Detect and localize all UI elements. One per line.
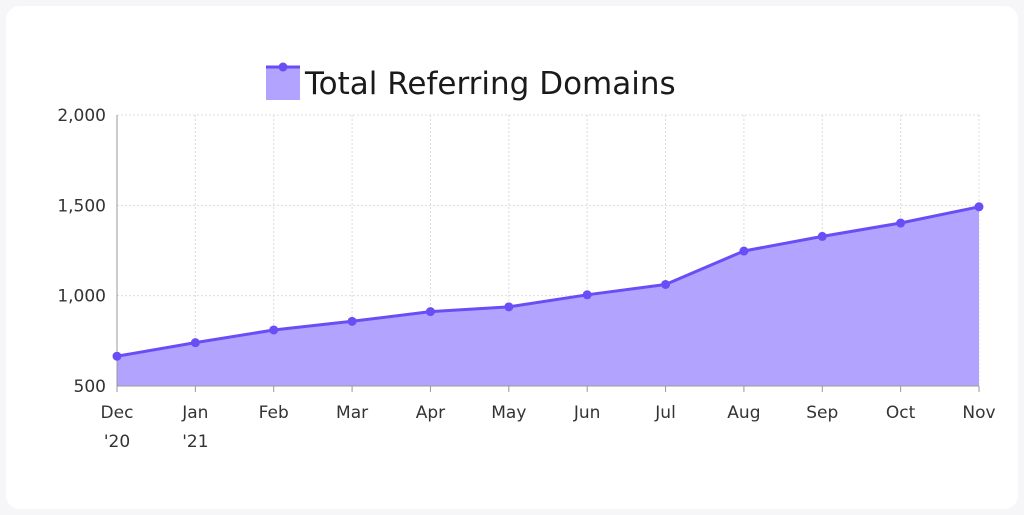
x-tick-label: Aug	[727, 403, 760, 423]
x-tick-label-line: Nov	[962, 403, 995, 423]
x-tick-label: Dec '20	[101, 403, 134, 452]
ticks: 500 1,000 1,500 2,000 Dec '20 Jan '21 Feb Mar Apr M…	[57, 106, 995, 452]
data-point	[661, 279, 671, 289]
x-tick-label: Mar	[336, 403, 368, 423]
area-layer	[116, 205, 980, 386]
x-tick-label-line: Jan	[181, 403, 208, 423]
x-tick-label: Feb	[259, 403, 289, 423]
x-tick-label: Sep	[806, 403, 838, 423]
x-tick-label: May	[491, 403, 526, 423]
data-point	[974, 202, 984, 212]
x-tick-label-line: Apr	[416, 403, 445, 423]
legend-label[interactable]: Total Referring Domains	[304, 66, 676, 102]
x-tick-label: Apr	[416, 403, 445, 423]
data-point	[817, 231, 827, 241]
y-tick-label: 500	[74, 377, 106, 397]
y-tick-label: 1,500	[57, 196, 106, 216]
series-line	[116, 205, 980, 358]
data-point	[896, 218, 906, 228]
x-tick-label-line: '21	[182, 432, 208, 452]
x-tick-label-line: Dec	[101, 403, 134, 423]
x-tick-label-line: May	[491, 403, 526, 423]
data-point	[190, 338, 200, 348]
legend[interactable]: Total Referring Domains	[266, 62, 676, 103]
legend-swatch[interactable]	[266, 66, 300, 100]
x-tick-label-line: '20	[104, 432, 130, 452]
x-tick-label: Oct	[886, 403, 916, 423]
x-tick-label-line: Sep	[806, 403, 838, 423]
points	[112, 202, 984, 361]
series-area	[117, 206, 979, 386]
y-tick-label: 1,000	[57, 287, 106, 307]
legend-swatch-marker	[278, 62, 288, 72]
data-point	[347, 316, 357, 326]
x-tick-label: Jul	[654, 403, 676, 423]
data-point	[504, 302, 514, 312]
x-tick-label-line: Aug	[727, 403, 760, 423]
data-point	[582, 290, 592, 300]
x-tick-label-line: Jul	[654, 403, 676, 423]
x-tick-label: Jun	[573, 403, 601, 423]
axes	[116, 115, 980, 392]
data-point	[112, 351, 122, 361]
data-point	[739, 246, 749, 256]
x-tick-label-line: Jun	[573, 403, 601, 423]
y-tick-label: 2,000	[57, 106, 106, 126]
x-tick-label: Nov	[962, 403, 995, 423]
x-tick-label-line: Mar	[336, 403, 368, 423]
x-tick-label: Jan '21	[181, 403, 208, 452]
data-point	[269, 325, 279, 335]
x-tick-label-line: Oct	[886, 403, 916, 423]
x-tick-label-line: Feb	[259, 403, 289, 423]
data-point	[425, 307, 435, 317]
